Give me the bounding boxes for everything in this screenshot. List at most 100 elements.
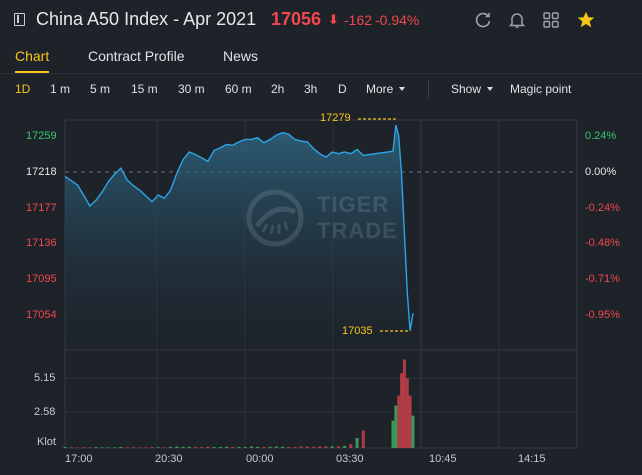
- tab-chart[interactable]: Chart: [15, 48, 50, 64]
- time-tick: 14:15: [518, 453, 546, 465]
- period-1d[interactable]: 1D: [15, 82, 31, 96]
- price-tick: 17054: [26, 309, 57, 321]
- volume-bar: [402, 359, 406, 448]
- volume-bar: [397, 395, 401, 448]
- period-60m[interactable]: 60 m: [225, 82, 252, 96]
- volume-bar: [405, 378, 409, 448]
- show-dropdown[interactable]: Show: [451, 82, 494, 96]
- volume-bar: [400, 373, 404, 448]
- volume-bar: [299, 446, 303, 448]
- volume-bar: [119, 447, 123, 448]
- volume-bar: [225, 446, 229, 448]
- chevron-down-icon: [399, 87, 406, 91]
- volume-bar: [408, 395, 412, 448]
- down-arrow-icon: ⬇: [328, 12, 339, 27]
- volume-bar: [243, 447, 247, 448]
- volume-bar: [268, 446, 272, 448]
- price-tick: 17136: [26, 237, 57, 249]
- grid-icon[interactable]: [541, 10, 561, 30]
- watermark-line2: TRADE: [317, 218, 398, 243]
- price-change: -162: [344, 12, 373, 28]
- tab-contract-profile[interactable]: Contract Profile: [88, 48, 185, 64]
- time-tick: 03:30: [336, 453, 364, 465]
- volume-bar: [281, 446, 284, 448]
- quote-header: China A50 Index - Apr 2021 17056 ⬇ -162 …: [0, 0, 642, 40]
- more-dropdown[interactable]: More: [366, 82, 406, 96]
- tiger-trade-watermark: TIGER TRADE: [245, 188, 405, 248]
- volume-bar: [175, 446, 179, 448]
- active-tab-indicator: [15, 71, 49, 73]
- period-1m[interactable]: 1 m: [50, 82, 71, 96]
- star-icon[interactable]: [576, 10, 596, 30]
- watermark-line1: TIGER: [317, 192, 390, 217]
- last-price: 17056: [271, 9, 322, 29]
- price-tick: 17177: [26, 202, 57, 214]
- volume-bar: [200, 447, 204, 448]
- volume-bar: [293, 447, 297, 448]
- pct-tick: -0.48%: [585, 237, 620, 249]
- volume-bar: [312, 446, 316, 448]
- price-area-fill: [65, 125, 413, 350]
- volume-bar: [181, 446, 185, 448]
- volume-bars: [63, 359, 415, 449]
- period-d[interactable]: D: [338, 82, 347, 96]
- tab-news[interactable]: News: [223, 48, 259, 64]
- price-tick: 17218: [26, 166, 57, 178]
- volume-bar: [150, 447, 154, 448]
- volume-bar: [212, 446, 216, 448]
- pct-tick: -0.24%: [585, 202, 620, 214]
- high-callout: 17279: [320, 112, 351, 124]
- period-30m[interactable]: 30 m: [178, 82, 205, 96]
- volume-bar: [336, 446, 340, 448]
- volume-bar: [169, 446, 173, 448]
- price-line: [64, 124, 414, 331]
- volume-bar: [194, 447, 197, 448]
- period-15m[interactable]: 15 m: [131, 82, 158, 96]
- volume-bar: [324, 446, 328, 448]
- volume-bar: [318, 446, 322, 448]
- more-label: More: [366, 82, 394, 96]
- volume-bar: [237, 446, 241, 448]
- volume-bar: [113, 447, 117, 448]
- volume-bar: [162, 447, 166, 448]
- refresh-icon[interactable]: [473, 10, 493, 30]
- volume-bar: [218, 447, 222, 448]
- volume-bar: [262, 447, 266, 448]
- period-2h[interactable]: 2h: [271, 82, 285, 96]
- volume-tick: 5.15: [34, 372, 56, 384]
- pct-tick: -0.71%: [585, 273, 620, 285]
- volume-bar: [75, 447, 79, 449]
- volume-bar: [361, 430, 365, 448]
- magic-point-button[interactable]: Magic point: [510, 82, 572, 96]
- period-5m[interactable]: 5 m: [90, 82, 111, 96]
- pct-tick: -0.95%: [585, 309, 620, 321]
- chevron-down-icon: [487, 87, 494, 91]
- bell-icon[interactable]: [507, 10, 527, 30]
- volume-bar: [69, 447, 73, 448]
- toolbar-divider: [428, 80, 429, 98]
- pct-tick: 0.00%: [585, 166, 617, 178]
- volume-bar: [330, 446, 334, 448]
- volume-bar: [88, 447, 92, 448]
- time-tick: 20:30: [155, 453, 183, 465]
- period-3h[interactable]: 3h: [304, 82, 318, 96]
- time-tick: 10:45: [429, 453, 457, 465]
- volume-bar: [63, 447, 67, 448]
- volume-bar: [249, 446, 253, 448]
- volume-bar: [82, 447, 86, 448]
- tiger-logo-icon: [246, 189, 304, 247]
- volume-bar: [349, 444, 353, 448]
- volume-bar: [256, 446, 260, 448]
- period-bar: 1D 1 m 5 m 15 m 30 m 60 m 2h 3h D More S…: [0, 74, 642, 106]
- time-tick: 17:00: [65, 453, 93, 465]
- low-callout: 17035: [342, 325, 373, 337]
- document-icon[interactable]: [14, 13, 25, 26]
- show-label: Show: [451, 82, 482, 96]
- volume-bar: [394, 405, 398, 448]
- volume-bar: [100, 447, 104, 449]
- tab-bar: Chart Contract Profile News: [0, 40, 642, 74]
- volume-bar: [131, 447, 135, 448]
- volume-bar: [107, 447, 110, 448]
